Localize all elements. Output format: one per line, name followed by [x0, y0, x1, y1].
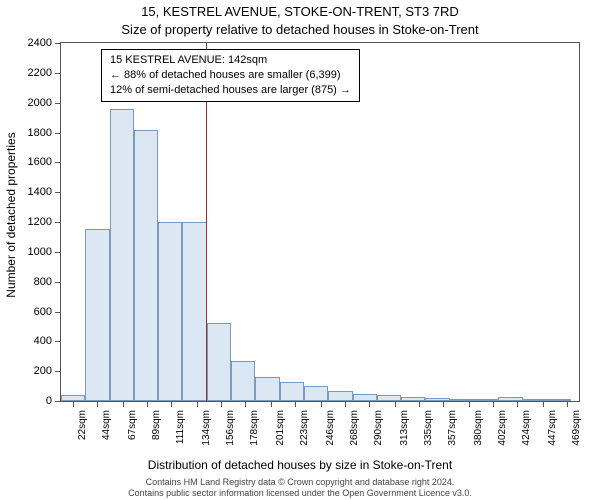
footer-line2: Contains public sector information licen…	[0, 488, 600, 499]
x-tick	[295, 401, 296, 407]
x-tick	[245, 401, 246, 407]
y-tick	[55, 192, 61, 193]
y-tick-label: 600	[0, 306, 52, 318]
chart-title-line1: 15, KESTREL AVENUE, STOKE-ON-TRENT, ST3 …	[0, 4, 600, 19]
x-tick-label: 134sqm	[201, 410, 212, 446]
y-tick-label: 0	[0, 395, 52, 407]
y-tick	[55, 162, 61, 163]
x-tick	[171, 401, 172, 407]
callout-line2: ← 88% of detached houses are smaller (6,…	[110, 68, 351, 83]
histogram-bar	[401, 397, 425, 401]
y-tick-label: 400	[0, 335, 52, 347]
footer-line1: Contains HM Land Registry data © Crown c…	[0, 477, 600, 488]
x-tick-label: 335sqm	[423, 410, 434, 446]
x-tick-label: 246sqm	[325, 410, 336, 446]
histogram-bar	[85, 229, 109, 401]
x-tick	[123, 401, 124, 407]
y-tick	[55, 252, 61, 253]
y-tick	[55, 312, 61, 313]
x-tick-label: 89sqm	[151, 410, 162, 440]
x-tick-label: 402sqm	[497, 410, 508, 446]
histogram-bar	[110, 109, 134, 401]
histogram-bar	[158, 222, 182, 401]
histogram-bar	[255, 377, 279, 401]
histogram-bar	[280, 382, 304, 401]
y-axis-label: Number of detached properties	[4, 50, 18, 215]
x-tick	[321, 401, 322, 407]
x-tick-label: 111sqm	[175, 410, 186, 444]
x-tick-label: 313sqm	[399, 410, 410, 446]
x-tick	[543, 401, 544, 407]
x-tick	[419, 401, 420, 407]
x-tick	[493, 401, 494, 407]
histogram-bar	[353, 394, 377, 401]
x-tick-label: 178sqm	[249, 410, 260, 446]
histogram-bar	[231, 361, 255, 401]
callout-line1: 15 KESTREL AVENUE: 142sqm	[110, 53, 351, 68]
x-tick-label: 469sqm	[571, 410, 582, 446]
x-tick	[443, 401, 444, 407]
x-tick	[147, 401, 148, 407]
x-tick-label: 22sqm	[77, 410, 88, 440]
y-tick	[55, 73, 61, 74]
y-tick-label: 200	[0, 365, 52, 377]
y-tick	[55, 43, 61, 44]
histogram-bar	[474, 399, 498, 401]
x-tick	[395, 401, 396, 407]
histogram-bar	[450, 399, 474, 401]
x-tick-label: 380sqm	[473, 410, 484, 446]
y-tick	[55, 371, 61, 372]
x-tick-label: 424sqm	[521, 410, 532, 446]
x-axis-label: Distribution of detached houses by size …	[0, 458, 600, 472]
histogram-bar	[328, 391, 352, 401]
callout-box: 15 KESTREL AVENUE: 142sqm ← 88% of detac…	[101, 49, 360, 102]
x-tick-label: 268sqm	[349, 410, 360, 446]
x-tick-label: 357sqm	[447, 410, 458, 446]
x-tick	[567, 401, 568, 407]
x-tick-label: 447sqm	[547, 410, 558, 446]
x-tick-label: 44sqm	[101, 410, 112, 440]
x-tick	[517, 401, 518, 407]
plot-area: 15 KESTREL AVENUE: 142sqm ← 88% of detac…	[60, 42, 580, 402]
y-tick	[55, 341, 61, 342]
histogram-bar	[134, 130, 158, 401]
y-tick	[55, 222, 61, 223]
x-tick	[73, 401, 74, 407]
x-tick-label: 67sqm	[127, 410, 138, 440]
x-tick	[97, 401, 98, 407]
y-tick-label: 2400	[0, 37, 52, 49]
y-tick	[55, 401, 61, 402]
x-tick-label: 201sqm	[275, 410, 286, 446]
histogram-bar	[304, 386, 328, 401]
y-tick	[55, 133, 61, 134]
histogram-bar	[377, 395, 401, 401]
x-tick-label: 223sqm	[299, 410, 310, 446]
histogram-bar	[425, 398, 449, 401]
y-tick	[55, 282, 61, 283]
footer-attribution: Contains HM Land Registry data © Crown c…	[0, 477, 600, 499]
x-tick-label: 156sqm	[225, 410, 236, 446]
y-tick	[55, 103, 61, 104]
histogram-bar	[498, 397, 522, 401]
x-tick	[197, 401, 198, 407]
x-tick-label: 290sqm	[373, 410, 384, 446]
x-tick	[369, 401, 370, 407]
histogram-bar	[182, 222, 206, 401]
x-tick	[469, 401, 470, 407]
callout-line3: 12% of semi-detached houses are larger (…	[110, 83, 351, 98]
x-tick	[345, 401, 346, 407]
x-tick	[221, 401, 222, 407]
x-tick	[271, 401, 272, 407]
histogram-bar	[207, 323, 231, 401]
chart-title-line2: Size of property relative to detached ho…	[0, 22, 600, 37]
